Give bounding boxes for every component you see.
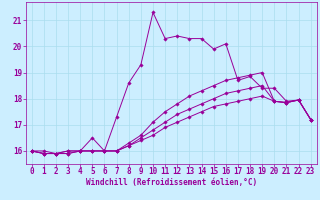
X-axis label: Windchill (Refroidissement éolien,°C): Windchill (Refroidissement éolien,°C) [86, 178, 257, 187]
